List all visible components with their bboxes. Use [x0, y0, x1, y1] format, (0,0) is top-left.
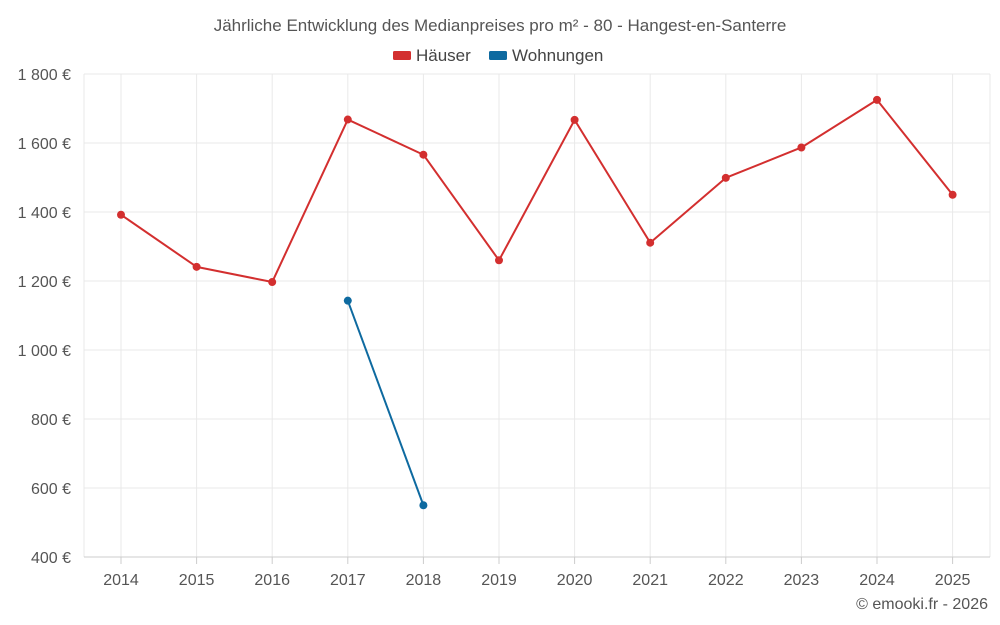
data-point[interactable]: [873, 95, 881, 104]
legend: Häuser Wohnungen: [393, 46, 603, 65]
data-point[interactable]: [117, 210, 125, 219]
data-point[interactable]: [343, 115, 352, 124]
y-tick-label: 1 800 €: [18, 67, 71, 84]
data-point[interactable]: [343, 296, 352, 305]
data-point[interactable]: [419, 150, 428, 159]
series-line: [346, 300, 425, 506]
data-point[interactable]: [495, 256, 503, 265]
legend-label: Häuser: [416, 46, 471, 65]
data-point[interactable]: [419, 501, 428, 510]
x-tick-label: 2019: [481, 572, 517, 589]
x-tick-label: 2015: [179, 572, 215, 589]
data-point[interactable]: [721, 173, 730, 182]
series-line: [120, 98, 954, 284]
y-tick-label: 600 €: [31, 481, 71, 498]
legend-swatch: [393, 51, 411, 60]
x-tick-label: 2020: [557, 572, 593, 589]
data-point[interactable]: [646, 238, 655, 247]
x-tick-label: 2014: [103, 572, 139, 589]
data-point[interactable]: [797, 143, 806, 152]
data-point[interactable]: [948, 190, 957, 199]
chart-title: Jährliche Entwicklung des Medianpreises …: [214, 16, 787, 35]
y-tick-label: 400 €: [31, 550, 71, 567]
series-wohnungen: [343, 296, 428, 510]
x-tick-label: 2023: [784, 572, 820, 589]
series-haeuser: [117, 95, 957, 287]
legend-label: Wohnungen: [512, 46, 603, 65]
y-tick-label: 1 200 €: [18, 274, 71, 291]
x-tick-label: 2021: [632, 572, 668, 589]
y-tick-label: 1 000 €: [18, 343, 71, 360]
data-point[interactable]: [192, 262, 201, 271]
x-tick-label: 2022: [708, 572, 744, 589]
y-tick-label: 1 600 €: [18, 136, 71, 153]
credit-text: © emooki.fr - 2026: [856, 596, 988, 613]
x-tick-label: 2025: [935, 572, 971, 589]
x-tick-label: 2024: [859, 572, 895, 589]
x-tick-label: 2016: [254, 572, 290, 589]
grid: [83, 73, 991, 558]
y-tick-label: 800 €: [31, 412, 71, 429]
series-layer: [117, 95, 957, 510]
data-point[interactable]: [268, 278, 277, 287]
legend-item-haeuser[interactable]: Häuser: [393, 46, 471, 65]
data-point[interactable]: [570, 115, 579, 124]
y-tick-label: 1 400 €: [18, 205, 71, 222]
x-tick-label: 2018: [406, 572, 442, 589]
x-tick-label: 2017: [330, 572, 366, 589]
axes: 400 € 600 € 800 € 1 000 € 1 200 € 1 400 € 1 60…: [18, 67, 990, 589]
legend-item-wohnungen[interactable]: Wohnungen: [489, 46, 603, 65]
legend-swatch: [489, 51, 507, 60]
